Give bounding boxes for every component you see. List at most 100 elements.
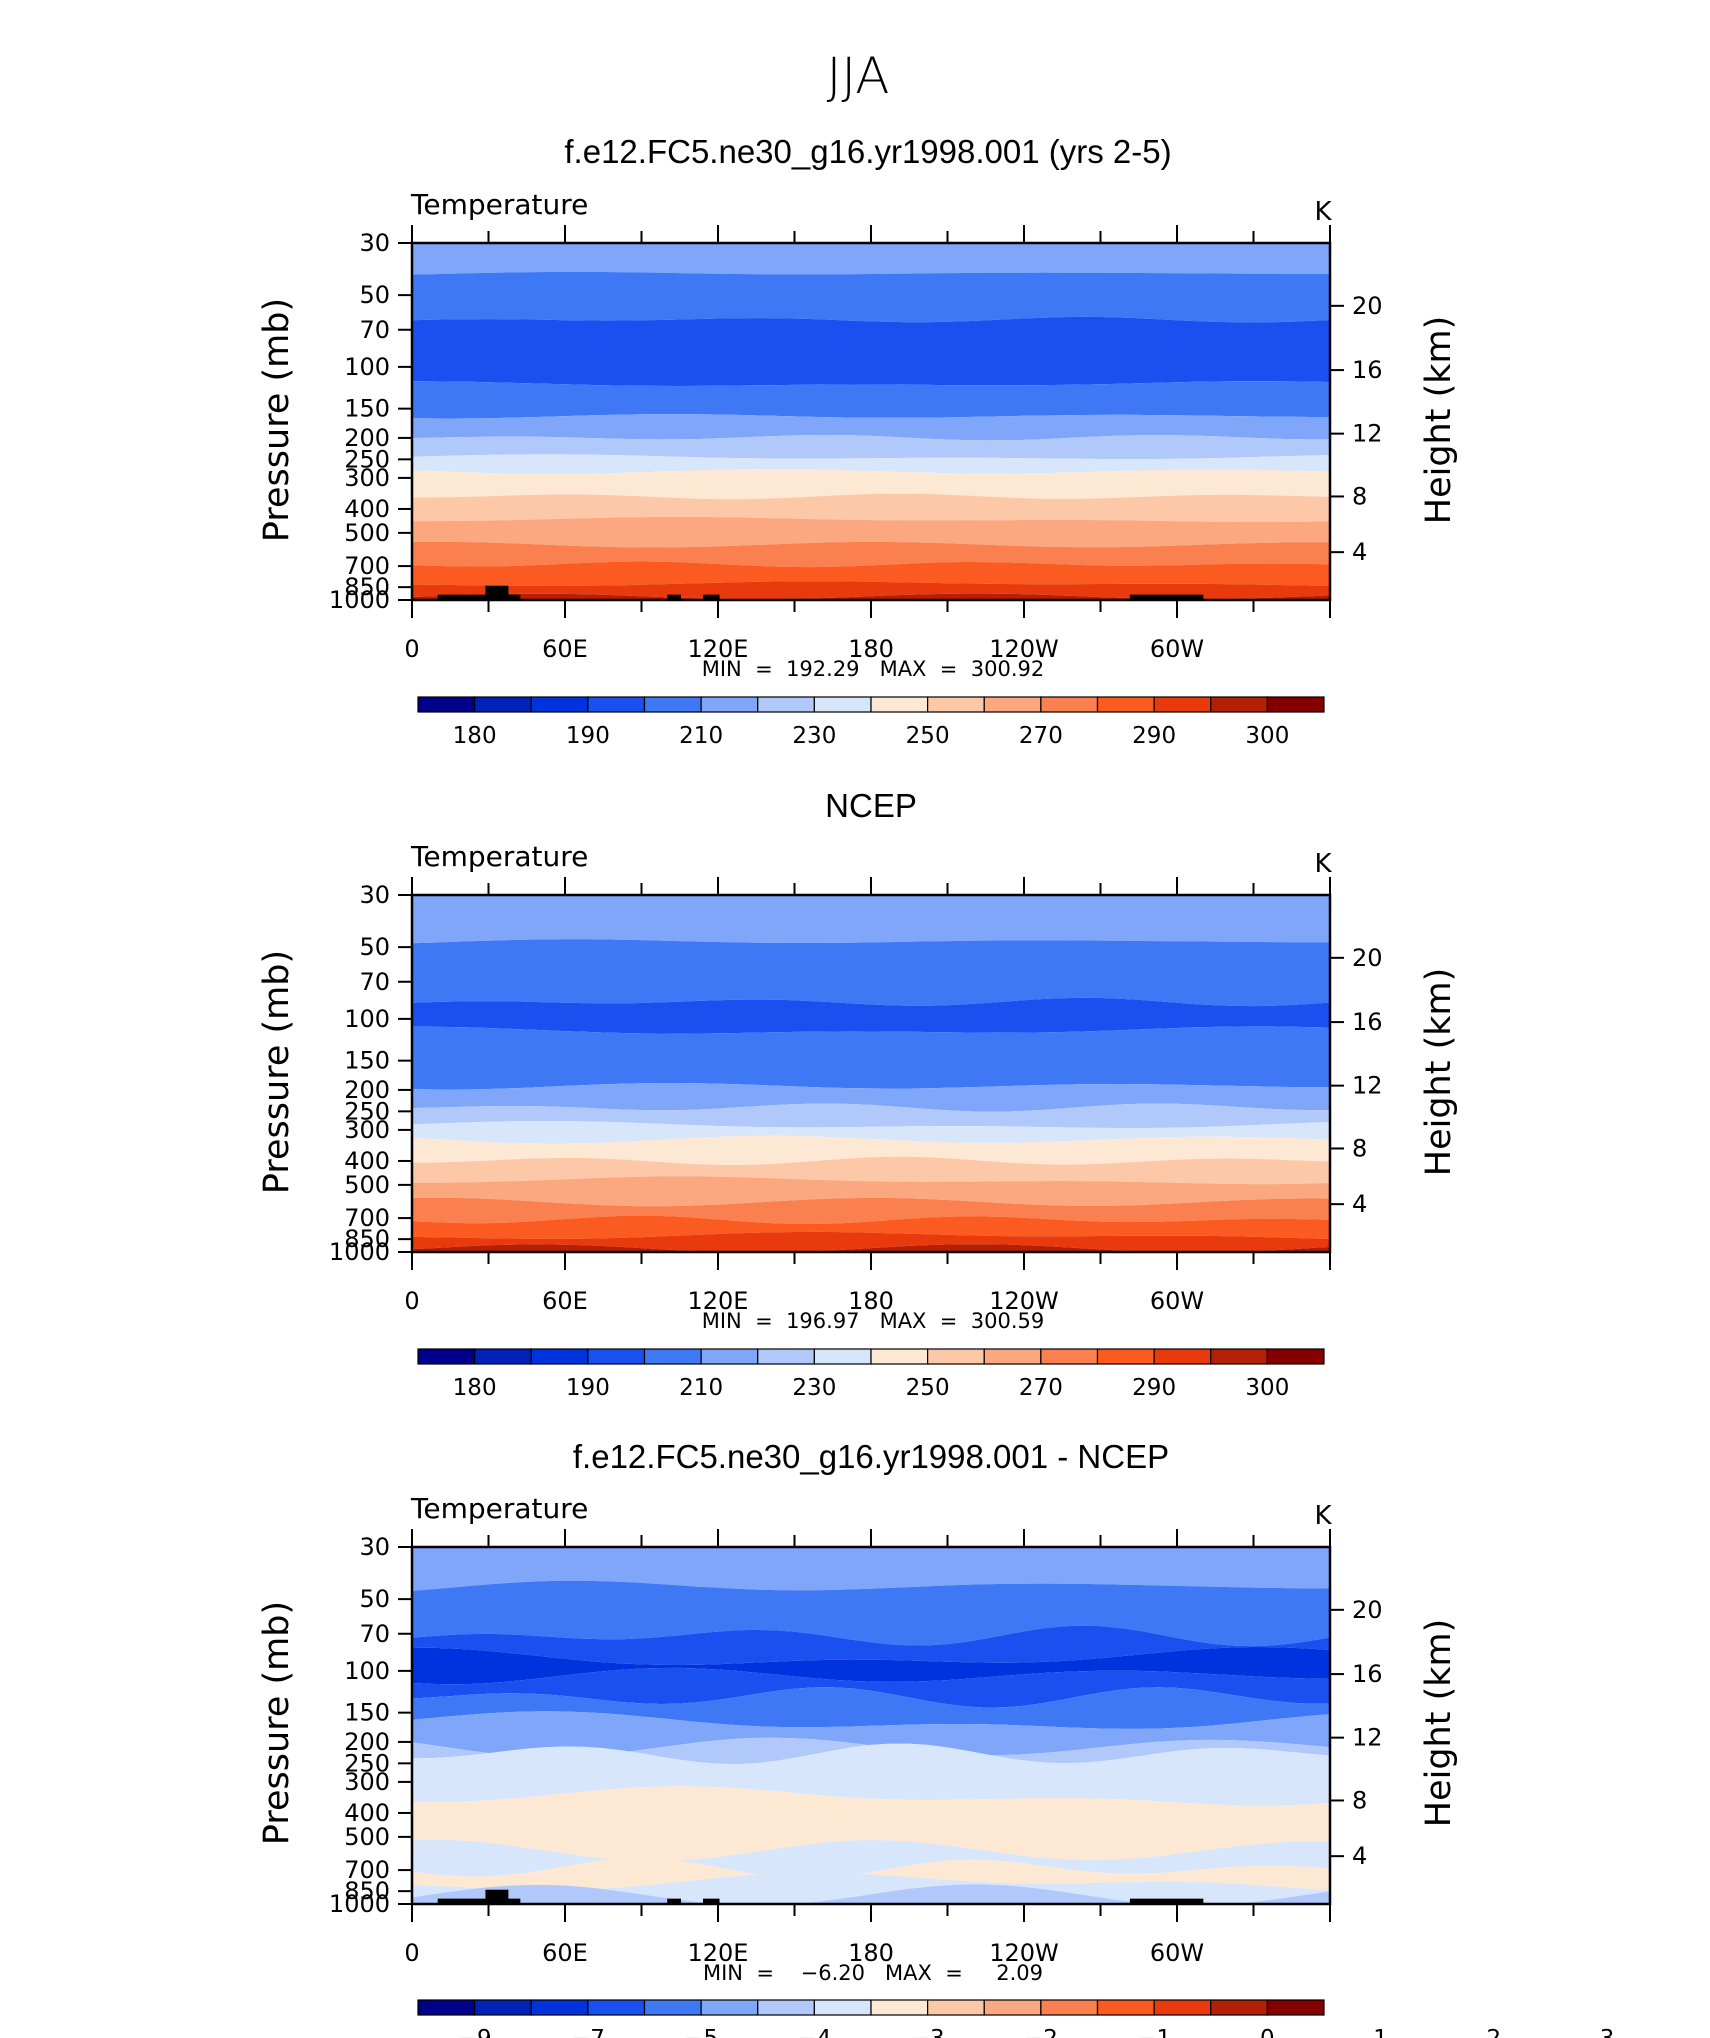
colorbar-label: 270 [1019, 723, 1063, 749]
colorbar-label: −7 [571, 2026, 605, 2038]
pressure-tick-label: 70 [359, 316, 390, 344]
land-mask [1129, 1898, 1204, 1904]
height-tick-label: 8 [1352, 1134, 1367, 1162]
lon-tick-label: 120E [688, 635, 749, 663]
panel-3-y2label: Height (km) [1419, 1619, 1459, 1828]
pressure-tick-label: 150 [344, 1047, 390, 1075]
lon-tick-label: 60E [542, 1287, 588, 1315]
colorbar-box [813, 696, 872, 713]
colorbar-box [870, 1999, 929, 2016]
colorbar-box [530, 1348, 589, 1365]
pressure-tick-label: 200 [344, 424, 390, 452]
pressure-tick-label: 700 [344, 552, 390, 580]
colorbar-label: 210 [679, 1375, 723, 1401]
colorbar-box [474, 696, 532, 713]
lon-tick-label: 60E [542, 1939, 588, 1967]
contour-band [412, 469, 1330, 500]
land-mask [437, 594, 521, 600]
pressure-tick-label: 400 [344, 495, 390, 523]
lon-tick-label: 60W [1150, 1939, 1204, 1967]
pressure-tick-label: 100 [344, 1005, 390, 1033]
colorbar-label: 210 [679, 723, 723, 749]
colorbar-box [1153, 1348, 1212, 1365]
panel-1: f.e12.FC5.ne30_g16.yr1998.001 (yrs 2-5) … [257, 133, 1459, 749]
colorbar-label: −3 [911, 2026, 945, 2038]
contour-band [412, 1156, 1330, 1185]
land-mask [1129, 594, 1204, 600]
pressure-tick-label: 700 [344, 1204, 390, 1232]
contour-band [412, 414, 1330, 441]
colorbar-label: 250 [906, 1375, 950, 1401]
land-mask [667, 594, 681, 600]
panel-1-colorbar: 180 190 210 230 250 270 290 300 [417, 696, 1325, 749]
colorbar-box [1153, 1999, 1212, 2016]
contour-band [412, 1786, 1330, 1862]
contour-band [412, 541, 1330, 568]
pressure-tick-label: 250 [344, 445, 390, 473]
land-mask [485, 1889, 509, 1904]
lon-tick-label: 0 [404, 1939, 419, 1967]
colorbar-box [927, 696, 985, 713]
pressure-tick-label: 500 [344, 519, 390, 547]
pressure-tick-label: 30 [359, 881, 390, 909]
colorbar-label: 3 [1600, 2026, 1615, 2038]
colorbar-label: −2 [1024, 2026, 1058, 2038]
colorbar-box [983, 1348, 1042, 1365]
land-mask [437, 1898, 521, 1904]
colorbar-box [700, 696, 759, 713]
colorbar-label: 290 [1132, 723, 1176, 749]
pressure-tick-label: 500 [344, 1171, 390, 1199]
colorbar-label: −4 [797, 2026, 831, 2038]
panel-2-ylabel: Pressure (mb) [257, 950, 297, 1194]
height-tick-label: 4 [1352, 1190, 1367, 1218]
pressure-tick-label: 500 [344, 1823, 390, 1851]
contour-band [412, 454, 1330, 475]
colorbar-box [870, 1348, 929, 1365]
pressure-tick-label: 50 [359, 1585, 390, 1613]
panel-2-units: K [1314, 849, 1332, 879]
contour-fill [412, 243, 1330, 600]
lon-tick-label: 60W [1150, 635, 1204, 663]
colorbar-box [1266, 1348, 1325, 1365]
contour-band [412, 1026, 1330, 1090]
contour-band [412, 381, 1330, 419]
lon-tick-label: 180 [848, 1939, 894, 1967]
panel-2-y2label: Height (km) [1419, 968, 1459, 1177]
contour-band [412, 493, 1330, 522]
pressure-tick-label: 300 [344, 1116, 390, 1144]
panel-3-field-label: Temperature [410, 1492, 588, 1525]
height-tick-label: 8 [1352, 482, 1367, 510]
panel-1-title: f.e12.FC5.ne30_g16.yr1998.001 (yrs 2-5) [564, 133, 1171, 170]
panel-1-ylabel: Pressure (mb) [257, 298, 297, 542]
height-tick-label: 16 [1352, 1008, 1383, 1036]
panel-1-stats: MIN = 192.29 MAX = 300.92 [702, 657, 1044, 681]
contour-band [412, 1121, 1330, 1144]
contour-band [412, 581, 1330, 600]
colorbar-label: 2 [1487, 2026, 1502, 2038]
contour-band [412, 1857, 1330, 1891]
colorbar-box [1096, 1348, 1155, 1365]
height-tick-label: 4 [1352, 1842, 1367, 1870]
panel-3-title: f.e12.FC5.ne30_g16.yr1998.001 - NCEP [573, 1438, 1169, 1475]
contour-band [412, 1547, 1330, 1591]
colorbar-box [1153, 696, 1212, 713]
colorbar-box [1040, 1999, 1099, 2016]
lon-tick-label: 120W [989, 1287, 1059, 1315]
contour-band [412, 1711, 1330, 1757]
contour-band [412, 1083, 1330, 1112]
colorbar-box [1210, 1999, 1268, 2016]
colorbar-label: 290 [1132, 1375, 1176, 1401]
contour-band [412, 435, 1330, 460]
colorbar-box [813, 1999, 872, 2016]
pressure-tick-label: 400 [344, 1147, 390, 1175]
lon-tick-label: 180 [848, 1287, 894, 1315]
colorbar-box [757, 1999, 815, 2016]
contour-band [412, 939, 1330, 1007]
pressure-tick-label: 50 [359, 933, 390, 961]
contour-band [412, 1244, 1330, 1252]
panel-2-field-label: Temperature [410, 840, 588, 873]
height-tick-label: 12 [1352, 1724, 1383, 1752]
colorbar-label: 180 [453, 1375, 497, 1401]
